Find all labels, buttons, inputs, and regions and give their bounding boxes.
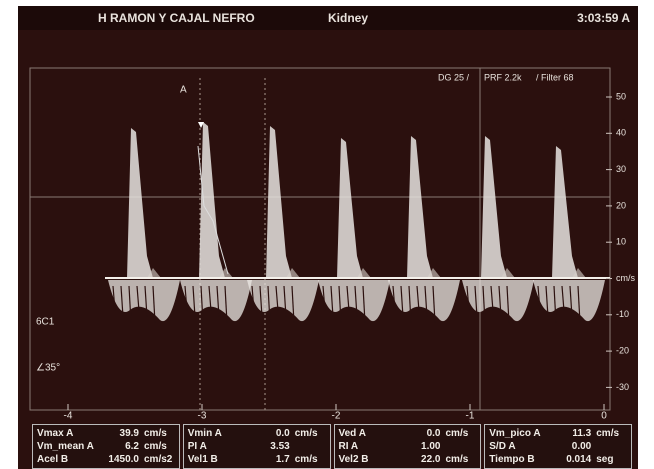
measurement-label: Vmin A xyxy=(188,427,252,440)
measurement-value: 22.0 xyxy=(403,453,441,466)
measurement-value: 0.0 xyxy=(403,427,441,440)
measurement-row: PI A3.53 xyxy=(188,440,326,453)
measurement-unit: cm/s2 xyxy=(144,453,172,466)
setting-dg: DG 25 / xyxy=(438,72,470,82)
measurement-row: RI A1.00 xyxy=(339,440,477,453)
cursor-label: A xyxy=(180,85,187,96)
angle: ∠35° xyxy=(36,363,60,374)
reverse-flow xyxy=(180,280,252,321)
measurement-unit: cm/s xyxy=(446,453,469,466)
measurement-label: Vm_pico A xyxy=(489,427,553,440)
clock: 3:03:59 A xyxy=(577,11,630,25)
reverse-flow xyxy=(318,280,390,321)
measurement-cell: Ved A0.0cm/sRI A1.00Vel2 B22.0cm/s xyxy=(334,424,482,469)
page: {"header": {"title": "H RAMON Y CAJAL NE… xyxy=(0,0,654,469)
time-scale-label: -1 xyxy=(466,411,475,422)
velocity-scale-label: 10 xyxy=(616,237,626,247)
measurement-unit: cm/s xyxy=(596,427,619,440)
measurement-unit: cm/s xyxy=(144,427,167,440)
measurement-value: 0.00 xyxy=(553,440,591,453)
measurement-unit: cm/s xyxy=(446,427,469,440)
doppler-display: H RAMON Y CAJAL NEFRO Kidney 3:03:59 A D… xyxy=(18,6,638,469)
time-scale-label: -3 xyxy=(198,411,207,422)
measurement-cell: Vmax A39.9cm/sVm_mean A6.2cm/sAcel B1450… xyxy=(32,424,180,469)
display-frame xyxy=(30,68,610,410)
velocity-scale-label: 20 xyxy=(616,200,626,210)
velocity-scale-label: cm/s xyxy=(616,273,635,283)
time-scale-label: 0 xyxy=(601,411,607,422)
measurement-value: 6.2 xyxy=(101,440,139,453)
systolic-peak xyxy=(481,136,507,278)
measurement-value: 0.014 xyxy=(553,453,591,466)
measurement-value: 3.53 xyxy=(252,440,290,453)
velocity-scale-label: -30 xyxy=(616,382,629,392)
reverse-flow xyxy=(533,280,605,321)
velocity-scale-label: -10 xyxy=(616,309,629,319)
measurement-value: 39.9 xyxy=(101,427,139,440)
time-scale-label: -2 xyxy=(332,411,341,422)
measurement-value: 0.0 xyxy=(252,427,290,440)
measurement-label: Acel B xyxy=(37,453,101,466)
time-scale-label: -4 xyxy=(64,411,73,422)
velocity-scale-label: 40 xyxy=(616,128,626,138)
reverse-flow xyxy=(108,280,180,321)
probe: 6C1 xyxy=(36,317,55,328)
measurement-label: Vm_mean A xyxy=(37,440,101,453)
measurement-unit: cm/s xyxy=(144,440,167,453)
systolic-peak xyxy=(407,136,433,278)
measurement-row: Vm_mean A6.2 cm/s xyxy=(37,440,175,453)
measurement-unit: cm/s xyxy=(295,453,318,466)
measurement-label: PI A xyxy=(188,440,252,453)
measurement-label: Ved A xyxy=(339,427,403,440)
velocity-scale-label: 30 xyxy=(616,164,626,174)
reverse-flow xyxy=(388,280,460,321)
measurement-value: 1.00 xyxy=(403,440,441,453)
velocity-scale-label: 50 xyxy=(616,91,626,101)
velocity-scale-label: -20 xyxy=(616,345,629,355)
measurement-label: Vel1 B xyxy=(188,453,252,466)
measurement-unit: seg xyxy=(596,453,613,466)
reverse-flow xyxy=(462,280,534,321)
reverse-flow xyxy=(247,280,319,321)
systolic-peak xyxy=(266,126,292,278)
measurement-unit: cm/s xyxy=(295,427,318,440)
systolic-peak xyxy=(337,138,363,278)
measurement-value: 1450.0 xyxy=(101,453,139,466)
systolic-peak xyxy=(552,146,578,278)
setting-prf: PRF 2.2k xyxy=(484,72,522,82)
organ: Kidney xyxy=(328,11,368,25)
ultrasound-screen: H RAMON Y CAJAL NEFRO Kidney 3:03:59 A D… xyxy=(18,6,638,469)
measurement-label: Vel2 B xyxy=(339,453,403,466)
setting-filter: / Filter 68 xyxy=(536,72,574,82)
measurement-label: Vmax A xyxy=(37,427,101,440)
doppler-waveform xyxy=(108,122,605,323)
measurement-value: 1.7 xyxy=(252,453,290,466)
measurement-label: Tiempo B xyxy=(489,453,553,466)
systolic-peak xyxy=(127,128,153,278)
measurement-label: RI A xyxy=(339,440,403,453)
measurement-value: 11.3 xyxy=(553,427,591,440)
header-title: H RAMON Y CAJAL NEFRO xyxy=(98,11,255,25)
measurement-label: S/D A xyxy=(489,440,553,453)
